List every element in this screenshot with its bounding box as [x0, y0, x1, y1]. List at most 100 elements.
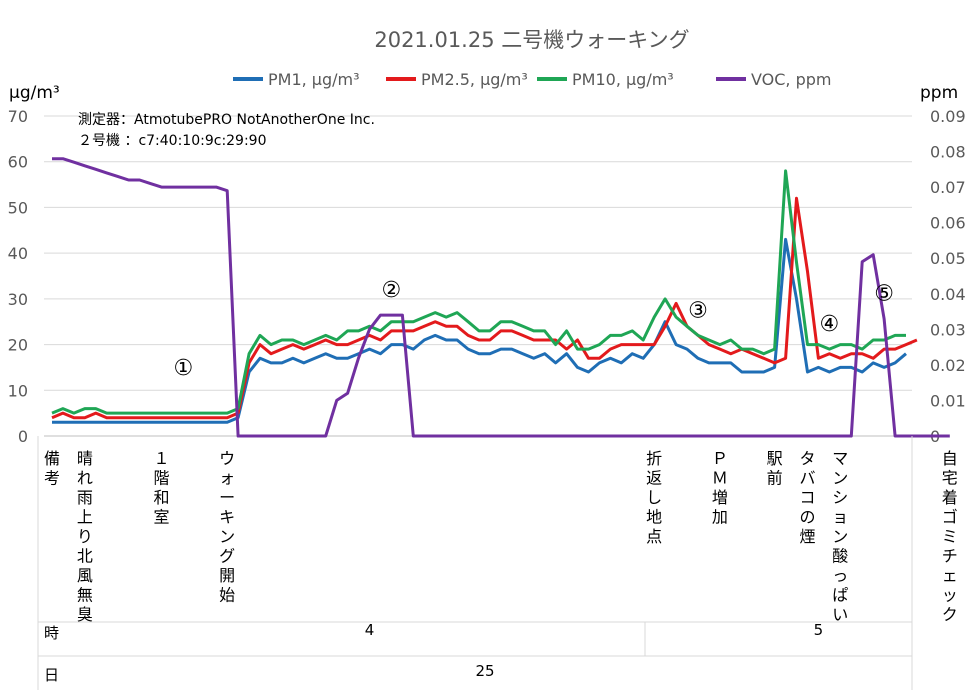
category-note-char: り — [77, 527, 93, 546]
category-rows: 時 日 25 4 5 — [37, 436, 913, 690]
left-tick-label: 70 — [8, 107, 28, 126]
instrument-annotation: 測定器：AtmotubePRO NotAnotherOne Inc. ２号機 ：… — [78, 110, 375, 152]
category-note-char: 雨 — [77, 488, 93, 507]
left-axis-unit: μg/m³ — [9, 83, 60, 103]
event-markers: ① ② ③ ④ ⑤ — [174, 278, 894, 381]
category-note-char: 室 — [153, 508, 169, 527]
instrument-line-2: ２号機 ：c7:40:10:9c:29:90 — [78, 133, 267, 149]
series-lines — [51, 157, 950, 438]
left-tick-label: 10 — [8, 381, 28, 400]
category-note-char: ー — [219, 488, 235, 507]
right-tick-label: 0.05 — [930, 249, 966, 268]
category-note-char: マ — [832, 449, 848, 468]
category-note-char: グ — [219, 547, 235, 566]
category-note-char: ぱ — [832, 586, 848, 605]
event-marker: ⑤ — [874, 282, 894, 307]
category-note-char: Ｍ — [712, 469, 728, 488]
category-note-char: 無 — [77, 586, 93, 605]
category-note-char: バ — [799, 469, 815, 488]
category-note-char: ウ — [219, 449, 235, 468]
category-note-char: の — [799, 508, 815, 527]
category-note-char: 地 — [646, 508, 662, 527]
category-note-char: ン — [832, 469, 848, 488]
legend-label: PM10, μg/m³ — [572, 70, 674, 89]
category-note-char: 晴 — [77, 449, 93, 468]
right-tick-label: 0.06 — [930, 214, 966, 233]
left-tick-label: 50 — [8, 198, 28, 217]
gridlines — [44, 115, 912, 437]
right-tick-label: 0.04 — [930, 285, 966, 304]
day-label: 25 — [475, 662, 494, 680]
category-note-char: い — [832, 605, 848, 624]
category-note-char: 臭 — [77, 605, 93, 624]
category-note-char: 返 — [646, 469, 662, 488]
category-note-char: 宅 — [942, 469, 958, 488]
legend-label: PM1, μg/m³ — [268, 70, 360, 89]
legend: PM1, μg/m³ PM2.5, μg/m³ PM10, μg/m³ VOC, pp… — [233, 70, 832, 89]
right-tick-label: 0.02 — [930, 356, 966, 375]
category-note-char: ョ — [832, 508, 848, 527]
series-line-voc — [52, 157, 950, 438]
hour-label: 5 — [814, 621, 824, 639]
right-tick-label: 0.08 — [930, 143, 966, 162]
category-note-char: ェ — [942, 566, 958, 585]
category-note-char: し — [646, 488, 662, 507]
category-note-char: チ — [942, 547, 958, 566]
category-note-char: れ — [77, 469, 93, 488]
category-note-char: 駅 — [767, 449, 783, 468]
category-notes: 備考晴れ雨上り北風無臭１階和室ウォーキング開始折返し地点ＰＭ増加駅前タバコの煙マ… — [44, 449, 958, 624]
category-note-char: タ — [799, 449, 815, 468]
series-line-pm2-5 — [51, 196, 918, 420]
category-note-char: 備 — [44, 449, 60, 468]
hour-label: 4 — [365, 621, 375, 639]
category-note-char: 増 — [712, 488, 728, 507]
category-note-char: 自 — [942, 449, 958, 468]
right-axis-ticks: 00.010.020.030.040.050.060.070.080.09 — [930, 107, 966, 446]
event-marker: ① — [174, 356, 194, 381]
legend-label: PM2.5, μg/m³ — [421, 70, 528, 89]
category-note-char: １ — [153, 449, 169, 468]
hour-row-label: 時 — [44, 624, 59, 642]
event-marker: ③ — [688, 298, 708, 323]
category-note-char: 考 — [44, 469, 60, 488]
category-note-char: ミ — [942, 527, 958, 546]
category-note-char: っ — [832, 566, 848, 585]
event-marker: ② — [382, 278, 402, 303]
category-note-char: 始 — [219, 586, 235, 605]
event-marker: ④ — [819, 312, 839, 337]
category-note-char: 階 — [153, 469, 169, 488]
category-note-char: 加 — [712, 508, 728, 527]
right-tick-label: 0.03 — [930, 320, 966, 339]
category-note-char: 開 — [219, 566, 235, 585]
left-tick-label: 60 — [8, 153, 28, 172]
category-note-char: 折 — [646, 449, 662, 468]
right-axis-unit: ppm — [920, 83, 958, 103]
category-note-char: 風 — [77, 566, 93, 585]
category-note-char: 着 — [942, 488, 958, 507]
category-note-char: シ — [832, 488, 848, 507]
right-tick-label: 0.09 — [930, 107, 966, 126]
right-tick-label: 0.01 — [930, 391, 966, 410]
category-note-char: 北 — [77, 547, 93, 566]
category-note-char: 上 — [77, 508, 93, 527]
category-note-char: ゴ — [942, 508, 958, 527]
category-note-char: 点 — [646, 527, 662, 546]
left-tick-label: 40 — [8, 244, 28, 263]
category-note-char: ォ — [219, 469, 235, 488]
left-tick-label: 30 — [8, 290, 28, 309]
category-note-char: ク — [942, 605, 958, 624]
category-note-char: 和 — [153, 488, 169, 507]
category-note-char: ッ — [942, 586, 958, 605]
chart-title: 2021.01.25 二号機ウォーキング — [374, 28, 689, 52]
legend-label: VOC, ppm — [751, 70, 832, 89]
left-tick-label: 20 — [8, 336, 28, 355]
right-tick-label: 0.07 — [930, 178, 966, 197]
category-note-char: ン — [219, 527, 235, 546]
category-note-char: ン — [832, 527, 848, 546]
left-tick-label: 0 — [18, 427, 28, 446]
instrument-line-1: 測定器：AtmotubePRO NotAnotherOne Inc. — [78, 112, 375, 128]
category-note-char: コ — [799, 488, 815, 507]
category-note-char: Ｐ — [712, 449, 728, 468]
series-line-pm1 — [52, 237, 907, 424]
